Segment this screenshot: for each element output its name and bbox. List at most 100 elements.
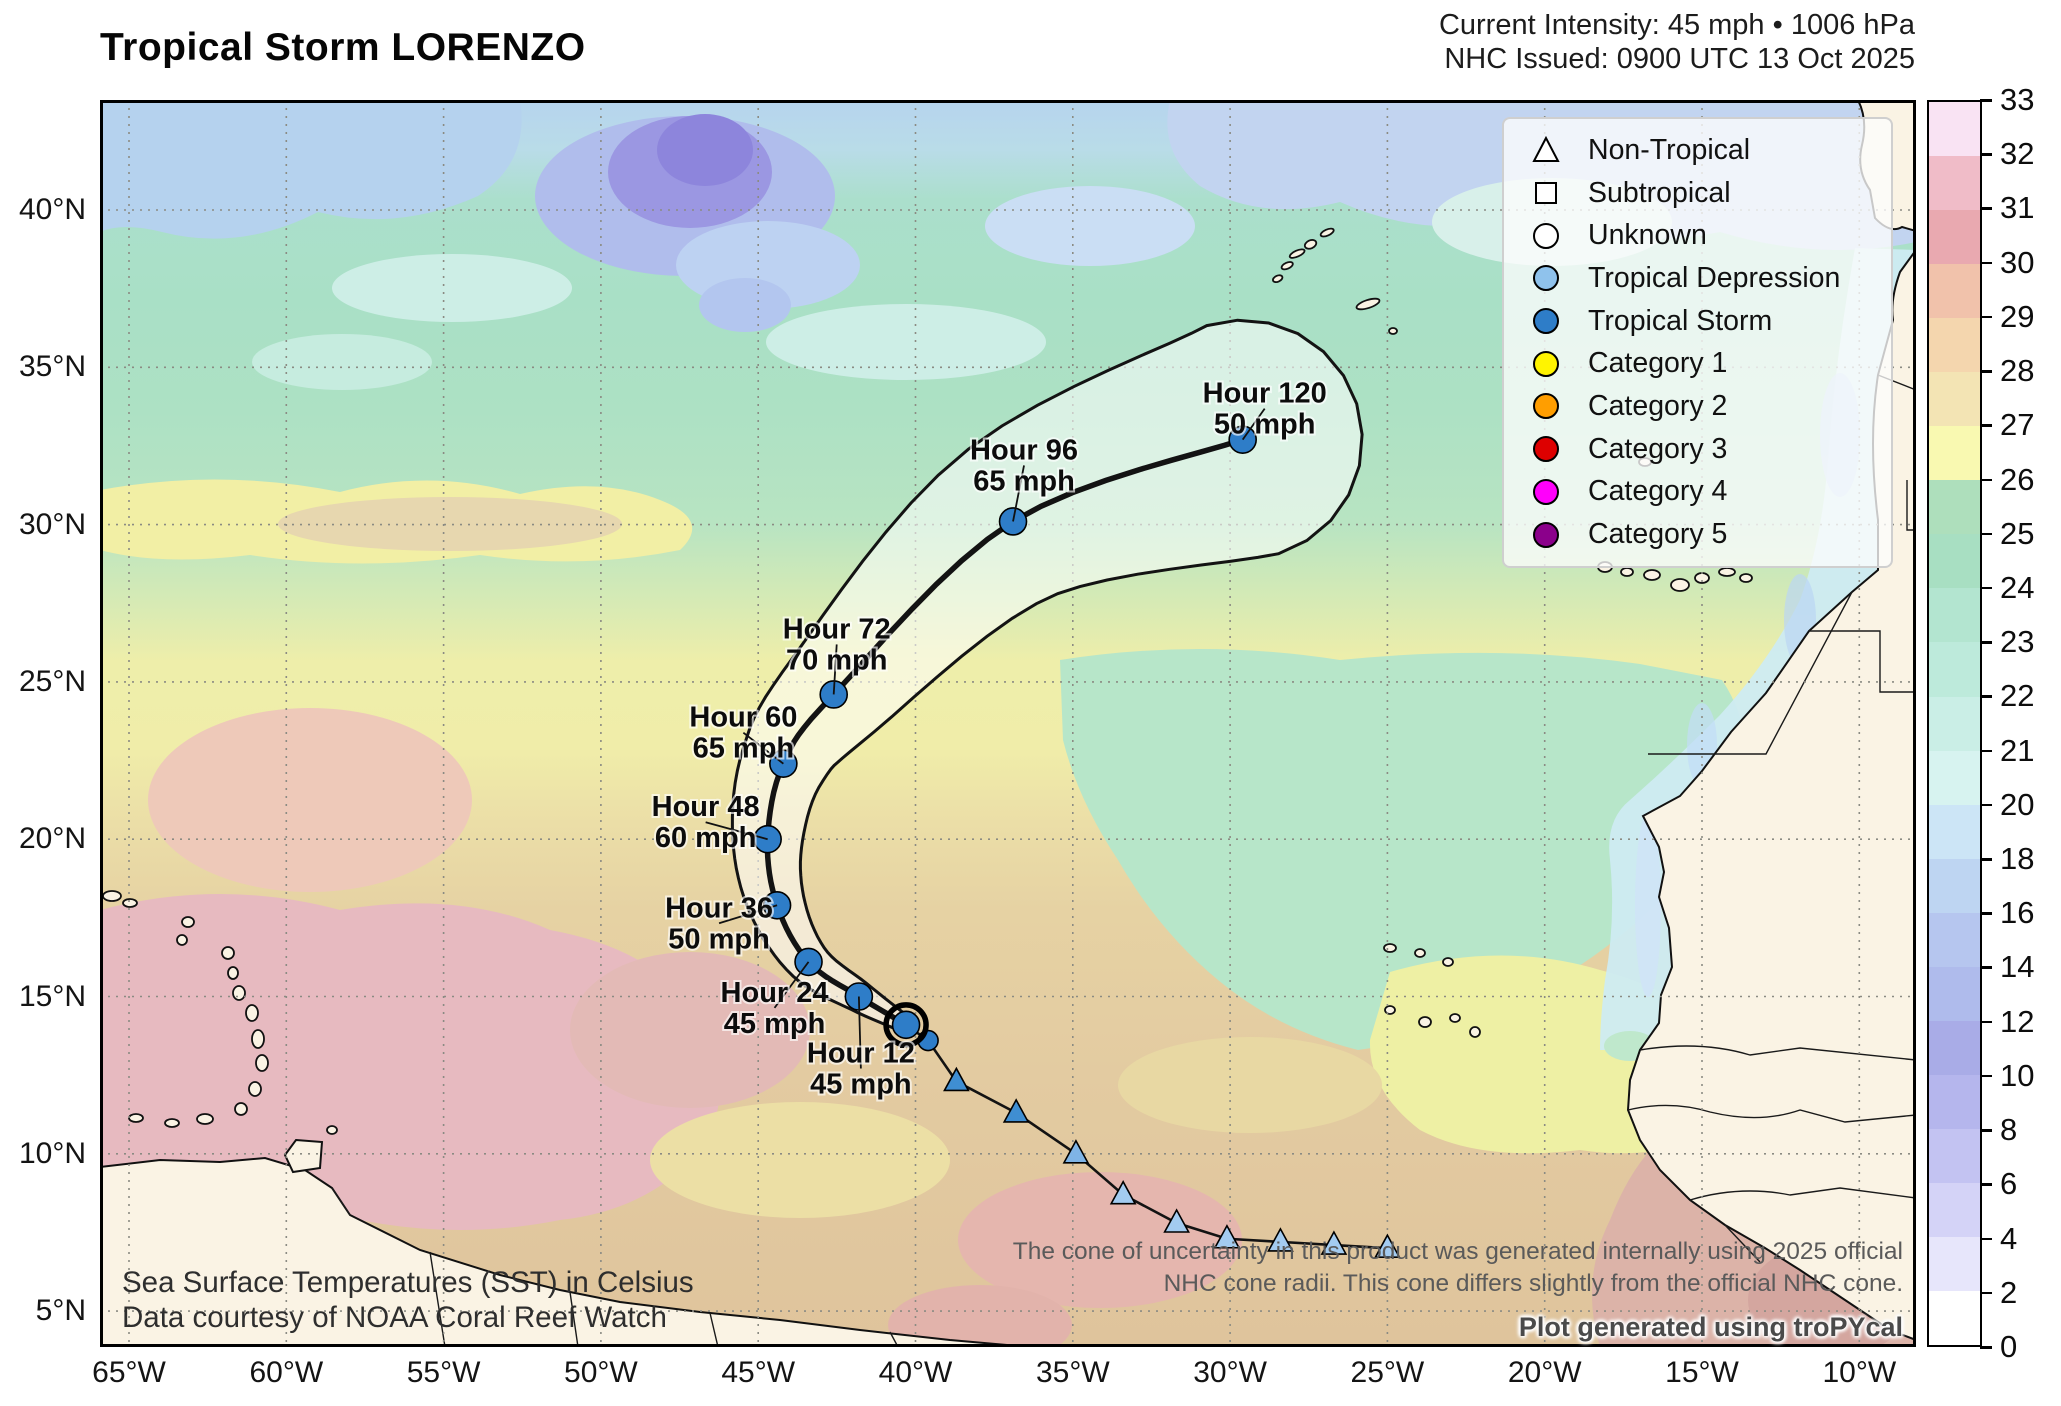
past-point-triangle <box>1109 1180 1137 1205</box>
colorbar-tick <box>1980 478 1992 482</box>
past-point-triangle <box>1002 1098 1030 1123</box>
colorbar-segment <box>1929 318 1980 373</box>
past-point-triangle <box>1374 1233 1401 1258</box>
legend-item-unknown: Unknown <box>1504 218 1891 254</box>
landmass-south-america <box>100 1156 1031 1347</box>
legend-label: Category 1 <box>1588 347 1728 380</box>
past-point-triangle <box>1267 1227 1294 1252</box>
colorbar-segment <box>1929 1128 1980 1183</box>
y-tick-label: 40°N <box>18 193 86 226</box>
small-islands <box>102 227 1753 1135</box>
map-border <box>100 100 1916 1347</box>
forecast-label-hour-96: Hour 96 65 mph <box>970 434 1078 497</box>
colorbar-tick-label: 4 <box>2000 1220 2018 1256</box>
label-pointer-line <box>1241 408 1266 441</box>
colorbar-tick-label: 14 <box>2000 949 2035 985</box>
circle-marker-icon <box>1533 222 1559 249</box>
colorbar-tick <box>1980 1020 1992 1024</box>
x-tick-label: 40°W <box>878 1356 953 1389</box>
colorbar-tick <box>1980 153 1992 156</box>
colorbar-tick <box>1980 207 1992 210</box>
legend-item-category-3: Category 3 <box>1504 431 1891 467</box>
label-pointer-line <box>742 731 784 765</box>
cone-outline <box>730 318 1364 1035</box>
past-point-triangle <box>1163 1208 1190 1233</box>
colorbar-tick <box>1980 912 1992 915</box>
colorbar-tick-label: 23 <box>2000 624 2035 660</box>
legend-item-tropical-depression: Tropical Depression <box>1504 260 1891 296</box>
page-title: Tropical Storm LORENZO <box>100 26 586 69</box>
legend-label: Subtropical <box>1588 176 1731 209</box>
forecast-label-hour-60: Hour 60 65 mph <box>689 702 797 765</box>
colorbar-tick <box>1980 966 1992 969</box>
colorbar-tick-label: 27 <box>2000 407 2035 443</box>
legend-label: Category 5 <box>1588 518 1728 551</box>
x-tick-label: 45°W <box>721 1356 796 1389</box>
colorbar-segment <box>1929 480 1980 535</box>
colorbar-segment <box>1929 750 1980 805</box>
colorbar-tick-label: 28 <box>2000 353 2035 389</box>
colorbar-tick-label: 18 <box>2000 841 2035 877</box>
colorbar-segment <box>1929 912 1980 967</box>
circle-marker-icon <box>1533 350 1559 377</box>
forecast-label-hour-48: Hour 48 60 mph <box>652 791 760 854</box>
legend-item-category-2: Category 2 <box>1504 388 1891 424</box>
colorbar-tick-label: 33 <box>2000 82 2035 117</box>
sst-credit-line1: Sea Surface Temperatures (SST) in Celsiu… <box>122 1266 694 1299</box>
y-tick-label: 10°N <box>18 1136 86 1170</box>
y-tick-label: 5°N <box>35 1294 86 1328</box>
x-tick-label: 20°W <box>1507 1356 1582 1389</box>
colorbar-tick <box>1980 1183 1992 1186</box>
colorbar-tick-label: 6 <box>2000 1166 2018 1202</box>
colorbar-tick <box>1980 424 1992 427</box>
colorbar-tick-label: 8 <box>2000 1112 2018 1148</box>
cone-disclaimer-line2: NHC cone radii. This cone differs slight… <box>1163 1270 1903 1297</box>
colorbar-tick <box>1980 370 1992 373</box>
colorbar-segment <box>1929 102 1980 157</box>
colorbar-tick <box>1980 803 1992 807</box>
label-pointer-line <box>832 644 838 695</box>
colorbar-segment <box>1929 210 1980 265</box>
colorbar-tick-label: 30 <box>2000 244 2035 280</box>
colorbar-segment <box>1929 696 1980 751</box>
sst-colorbar <box>1927 100 1982 1347</box>
legend-item-subtropical: Subtropical <box>1504 175 1891 211</box>
legend-item-non-tropical: Non-Tropical <box>1504 132 1891 168</box>
colorbar-tick <box>1980 641 1992 644</box>
legend-item-tropical-storm: Tropical Storm <box>1504 303 1891 339</box>
tropycal-watermark: Plot generated using troPYcal <box>1518 1312 1903 1342</box>
x-tick-label: 55°W <box>406 1356 481 1389</box>
colorbar-tick <box>1980 532 1992 536</box>
circle-marker-icon <box>1533 436 1559 463</box>
colorbar-segment <box>1929 1236 1980 1292</box>
colorbar-tick-label: 29 <box>2000 298 2035 334</box>
past-point-triangle <box>1213 1224 1241 1249</box>
circle-marker-icon <box>1533 393 1559 420</box>
legend-label: Category 3 <box>1588 432 1728 465</box>
forecast-label-hour-24: Hour 24 45 mph <box>721 977 829 1040</box>
colorbar-segment <box>1929 1020 1980 1075</box>
colorbar-tick <box>1980 99 1992 102</box>
colorbar-tick <box>1980 749 1992 753</box>
sst-credit-line2: Data courtesy of NOAA Coral Reef Watch <box>122 1301 667 1334</box>
circle-marker-icon <box>1533 478 1559 505</box>
colorbar-tick-label: 32 <box>2000 136 2035 172</box>
colorbar-segment <box>1929 966 1980 1021</box>
forecast-label-hour-120: Hour 120 50 mph <box>1203 378 1327 441</box>
label-pointer-line <box>857 996 862 1069</box>
colorbar-tick-label: 10 <box>2000 1057 2035 1093</box>
colorbar-tick <box>1980 315 1992 319</box>
colorbar-tick-label: 2 <box>2000 1274 2018 1310</box>
colorbar-segment <box>1929 426 1980 481</box>
label-pointer-line <box>718 904 778 925</box>
legend-label: Unknown <box>1588 219 1707 252</box>
colorbar-tick-label: 25 <box>2000 515 2035 551</box>
colorbar-tick-label: 20 <box>2000 786 2035 822</box>
colorbar-tick-label: 12 <box>2000 1003 2035 1039</box>
colorbar-tick <box>1980 261 1992 265</box>
colorbar-segment <box>1929 804 1980 859</box>
colorbar-tick-label: 16 <box>2000 895 2035 931</box>
x-tick-label: 60°W <box>249 1356 324 1389</box>
